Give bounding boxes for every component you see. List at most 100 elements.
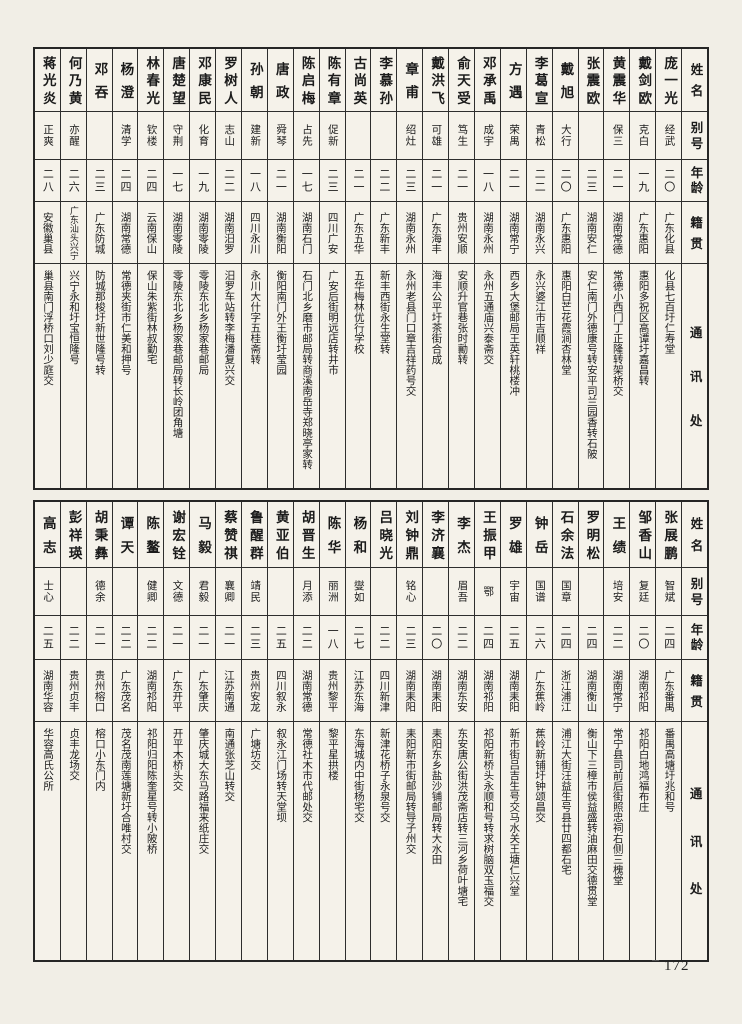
person-column: 王振甲鄂二四 湖南祁阳 祁阳新桥头永顺和号转求树脑双玉福交 — [473, 502, 500, 960]
alias-cell: 守荆 — [164, 112, 190, 160]
age-cell: 二一 — [164, 616, 190, 660]
person-column: 杨澄清学 二四 湖南常德 常德夹街市仁美和押号 — [111, 49, 138, 488]
alias-cell — [112, 568, 138, 616]
person-column: 李慕孙二二 广东新丰 新丰西街永生堂转 — [370, 49, 397, 488]
origin-cell: 广东新丰 — [371, 202, 397, 264]
address-cell: 海丰公平圩茶街合成 — [430, 270, 442, 365]
origin-cell: 广东番禺 — [656, 660, 682, 722]
origin-cell: 广东汕头兴宁 — [60, 202, 86, 264]
address-cell: 常德小西门丁正隆转架桥交 — [611, 270, 623, 396]
name-cell: 古尚英 — [345, 49, 371, 112]
address-cell: 常德社木市代邮处交 — [301, 728, 313, 823]
alias-cell — [578, 568, 604, 616]
name-cell: 方遇 — [500, 49, 526, 112]
address-cell: 华容高氏公所 — [42, 728, 54, 791]
name-cell: 邹香山 — [630, 502, 656, 568]
origin-cell: 湖南永州 — [474, 202, 500, 264]
age-cell: 一九 — [190, 160, 216, 202]
person-column: 邓康民化育 一九 湖南零陵 零陵东北乡杨家巷邮局 — [189, 49, 216, 488]
name-cell: 邓康民 — [190, 49, 216, 112]
name-cell: 唐楚望 — [164, 49, 190, 112]
origin-cell: 贵州贞丰 — [60, 660, 86, 722]
address-cell: 南通张芝山转交 — [223, 728, 235, 802]
age-cell: 二七 — [345, 616, 371, 660]
alias-cell: 丽洲 — [319, 568, 345, 616]
origin-cell: 四川叙永 — [267, 660, 293, 722]
age-cell: 二四 — [552, 616, 578, 660]
origin-cell: 湖南衡阳 — [267, 202, 293, 264]
name-cell: 章甫 — [397, 49, 423, 112]
address-cell: 东海城内中街杨宅交 — [352, 728, 364, 823]
name-cell: 谭天 — [112, 502, 138, 568]
header-age: 年龄 — [682, 160, 707, 202]
age-cell: 二〇 — [656, 160, 682, 202]
header-address: 通讯处 — [687, 787, 702, 895]
name-cell: 戴洪飞 — [423, 49, 449, 112]
age-cell: 二一 — [267, 160, 293, 202]
person-column: 李葛宣青松 二二 湖南永兴 永兴婆江市吉顺祥 — [525, 49, 552, 488]
age-cell: 一七 — [164, 160, 190, 202]
alias-cell: 眉吾 — [449, 568, 474, 616]
alias-cell: 促新 — [319, 112, 345, 160]
address-cell: 保山朱紫街林叔勤宅 — [145, 270, 157, 365]
person-column: 陈华丽洲 一八 贵州黎平 黎平星拱楼 — [318, 502, 345, 960]
name-cell: 邓承禹 — [474, 49, 500, 112]
person-column: 陈启梅占先 一七 湖南石门 石门北乡磨市邮局转商溪南岳寺郑晓亭家转 — [292, 49, 319, 488]
age-cell: 二一 — [86, 616, 112, 660]
origin-cell: 湖南祁阳 — [630, 660, 656, 722]
directory-table-bottom: 姓名别号年龄籍贯通讯处张展鹏智斌 二四 广东番禺 番禺高塘圩兆和号邹香山复廷 二〇 湖南祁… — [33, 500, 709, 962]
alias-cell: 占先 — [293, 112, 319, 160]
alias-cell: 可雄 — [423, 112, 449, 160]
alias-cell: 成宇 — [474, 112, 500, 160]
name-cell: 谢宏铨 — [164, 502, 190, 568]
header-name: 姓名 — [682, 502, 707, 568]
age-cell: 二四 — [656, 616, 682, 660]
origin-cell: 广东茂名 — [112, 660, 138, 722]
name-cell: 黄亚伯 — [267, 502, 293, 568]
name-cell: 王振甲 — [474, 502, 500, 568]
age-cell: 二二 — [449, 616, 474, 660]
person-column: 胡晋生月添 二二 湖南常德 常德社木市代邮处交 — [292, 502, 319, 960]
person-column: 胡秉彝德余 二一 贵州榕口 榕口小东门内 — [85, 502, 112, 960]
address-cell: 衡山下三樟市侯益盛转油麻田交德贯堂 — [585, 728, 597, 907]
alias-cell: 铭心 — [397, 568, 423, 616]
address-cell: 五华梅林优行学校 — [352, 270, 364, 354]
address-cell: 永川大什字五桂斋转 — [249, 270, 261, 365]
age-cell: 二二 — [604, 616, 630, 660]
origin-cell: 湖南石门 — [293, 202, 319, 264]
address-cell: 汨罗车站转李梅潘复兴交 — [223, 270, 235, 386]
alias-cell: 笃生 — [449, 112, 474, 160]
alias-cell: 德余 — [86, 568, 112, 616]
age-cell: 二六 — [526, 616, 552, 660]
origin-cell: 湖南安仁 — [578, 202, 604, 264]
name-cell: 李葛宣 — [526, 49, 552, 112]
name-cell: 邓吞 — [86, 49, 112, 112]
person-column: 戴洪飞可雄 二一 广东海丰 海丰公平圩茶街合成 — [422, 49, 449, 488]
origin-cell: 贵州黎平 — [319, 660, 345, 722]
address-cell: 黎平星拱楼 — [326, 728, 338, 781]
age-cell: 二一 — [604, 160, 630, 202]
alias-cell: 士心 — [34, 568, 60, 616]
origin-cell: 湖南衡山 — [578, 660, 604, 722]
name-cell: 刘钟鼎 — [397, 502, 423, 568]
address-cell: 石门北乡磨市邮局转商溪南岳寺郑晓亭家转 — [301, 270, 313, 470]
name-cell: 林春光 — [138, 49, 164, 112]
person-column: 黄亚伯二五 四川叙永 叙永江门场转天堂坝 — [266, 502, 293, 960]
address-cell: 东安唐公街洪茂斋店转三河乡荷叶塘宅 — [456, 728, 468, 907]
header-origin: 籍贯 — [682, 202, 707, 264]
address-cell: 蕉岭新铺圩钟颂昌交 — [534, 728, 546, 823]
age-cell: 二三 — [319, 160, 345, 202]
header-alias: 别号 — [682, 112, 707, 160]
person-column: 李济襄二〇 湖南耒阳 耒阳东乡盐沙铺邮局转大水田 — [422, 502, 449, 960]
person-column: 钟岳国谱 二六 广东蕉岭 蕉岭新铺圩钟颂昌交 — [525, 502, 552, 960]
alias-cell: 保三 — [604, 112, 630, 160]
name-cell: 唐政 — [267, 49, 293, 112]
age-cell: 二四 — [138, 160, 164, 202]
origin-cell: 湖南耒阳 — [397, 660, 423, 722]
age-cell: 二五 — [34, 616, 60, 660]
person-column: 刘钟鼎铭心 二三 湖南耒阳 耒阳新市街邮局转导子州交 — [396, 502, 423, 960]
person-column: 彭祥瑛二二 贵州贞丰 贞丰龙场交 — [59, 502, 86, 960]
address-cell: 安仁南门外德康号转安平司兰园香转石陂 — [585, 270, 597, 459]
origin-cell: 广东五华 — [345, 202, 371, 264]
header-column: 姓名别号年龄籍贯通讯处 — [681, 49, 707, 488]
